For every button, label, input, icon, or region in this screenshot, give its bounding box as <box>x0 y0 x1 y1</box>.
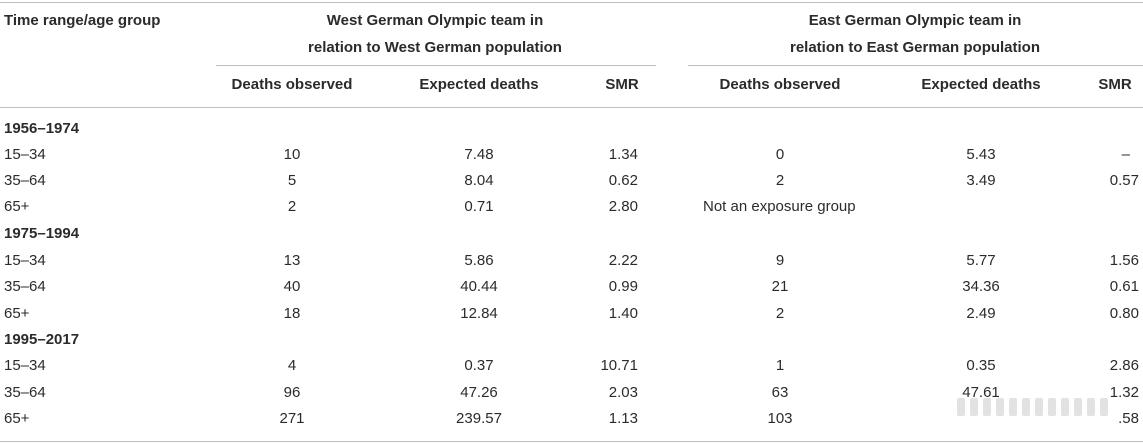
west-deaths-observed-cell: 10 <box>283 146 301 163</box>
bottom-rule <box>0 441 1143 442</box>
east-expected-deaths-cell: 2.49 <box>966 305 996 322</box>
col-header-east-smr: SMR <box>1098 76 1132 93</box>
west-smr-cell: 1.34 <box>608 146 638 163</box>
west-smr-cell: 1.13 <box>608 410 638 427</box>
col-header-west-expected-deaths: Expected deaths <box>419 76 539 93</box>
section-title: 1975–1994 <box>4 225 80 242</box>
west-expected-deaths-cell: 47.26 <box>460 384 498 401</box>
east-smr-cell: 0.80 <box>1109 305 1139 322</box>
east-deaths-observed-cell: 1 <box>775 357 785 374</box>
east-smr-cell: 1.32 <box>1109 384 1139 401</box>
col-header-east-expected-deaths: Expected deaths <box>921 76 1041 93</box>
west-smr-cell: 1.40 <box>608 305 638 322</box>
west-deaths-observed-cell: 2 <box>287 198 297 215</box>
age-group-cell: 65+ <box>4 198 30 215</box>
west-deaths-observed-cell: 18 <box>283 305 301 322</box>
east-group-header-line2: relation to East German population <box>789 39 1041 56</box>
east-deaths-observed-cell: 0 <box>775 146 785 163</box>
east-expected-deaths-cell: 47.61 <box>962 384 1000 401</box>
east-expected-deaths-cell: 5.43 <box>966 146 996 163</box>
col-header-west-smr: SMR <box>605 76 639 93</box>
west-expected-deaths-cell: 7.48 <box>464 146 494 163</box>
top-rule <box>0 2 1143 3</box>
west-expected-deaths-cell: 8.04 <box>464 172 494 189</box>
east-smr-cell: 0.57 <box>1109 172 1139 189</box>
east-deaths-observed-cell: 2 <box>775 172 785 189</box>
west-deaths-observed-cell: 5 <box>287 172 297 189</box>
col-header-east-deaths-observed: Deaths observed <box>719 76 841 93</box>
west-smr-cell: 10.71 <box>600 357 638 374</box>
west-expected-deaths-cell: 0.71 <box>464 198 494 215</box>
west-expected-deaths-cell: 40.44 <box>460 278 498 295</box>
west-expected-deaths-cell: 239.57 <box>456 410 502 427</box>
east-expected-deaths-cell: 0.35 <box>966 357 996 374</box>
west-deaths-observed-cell: 271 <box>279 410 305 427</box>
col-header-time-range: Time range/age group <box>4 12 161 29</box>
section-title: 1956–1974 <box>4 120 80 137</box>
east-smr-cell: 1.56 <box>1109 252 1139 269</box>
east-smr-cell: – <box>1121 146 1130 163</box>
east-deaths-observed-cell: 63 <box>771 384 789 401</box>
west-deaths-observed-cell: 96 <box>283 384 301 401</box>
west-group-header-line1: West German Olympic team in <box>326 12 544 29</box>
east-smr-cell: 2.86 <box>1109 357 1139 374</box>
east-deaths-observed-cell: 103 <box>767 410 793 427</box>
east-expected-deaths-cell: 3.49 <box>966 172 996 189</box>
east-deaths-observed-cell: 21 <box>771 278 789 295</box>
east-expected-deaths-cell: 34.36 <box>962 278 1000 295</box>
west-deaths-observed-cell: 40 <box>283 278 301 295</box>
header-bottom-rule <box>0 107 1143 108</box>
west-expected-deaths-cell: 5.86 <box>464 252 494 269</box>
west-smr-cell: 2.80 <box>608 198 638 215</box>
section-title: 1995–2017 <box>4 331 80 348</box>
east-smr-cell: .58 <box>1118 410 1139 427</box>
west-smr-cell: 2.03 <box>608 384 638 401</box>
east-deaths-observed-cell: 9 <box>775 252 785 269</box>
col-header-west-deaths-observed: Deaths observed <box>231 76 353 93</box>
east-expected-deaths-cell: 5.77 <box>966 252 996 269</box>
east-note-cell: Not an exposure group <box>703 198 856 215</box>
east-smr-cell: 0.61 <box>1109 278 1139 295</box>
age-group-cell: 15–34 <box>4 252 46 269</box>
west-smr-cell: 0.62 <box>608 172 638 189</box>
west-expected-deaths-cell: 0.37 <box>464 357 494 374</box>
west-smr-cell: 2.22 <box>608 252 638 269</box>
east-deaths-observed-cell: 2 <box>775 305 785 322</box>
east-group-header-line1: East German Olympic team in <box>808 12 1022 29</box>
east-group-rule <box>688 65 1143 66</box>
watermark-overlay <box>957 398 1137 438</box>
age-group-cell: 35–64 <box>4 278 46 295</box>
west-deaths-observed-cell: 13 <box>283 252 301 269</box>
age-group-cell: 15–34 <box>4 357 46 374</box>
west-group-header-line2: relation to West German population <box>308 39 562 56</box>
age-group-cell: 65+ <box>4 410 30 427</box>
age-group-cell: 35–64 <box>4 384 46 401</box>
age-group-cell: 65+ <box>4 305 30 322</box>
west-group-rule <box>216 65 656 66</box>
age-group-cell: 15–34 <box>4 146 46 163</box>
west-expected-deaths-cell: 12.84 <box>460 305 498 322</box>
west-smr-cell: 0.99 <box>608 278 638 295</box>
west-deaths-observed-cell: 4 <box>287 357 297 374</box>
age-group-cell: 35–64 <box>4 172 46 189</box>
